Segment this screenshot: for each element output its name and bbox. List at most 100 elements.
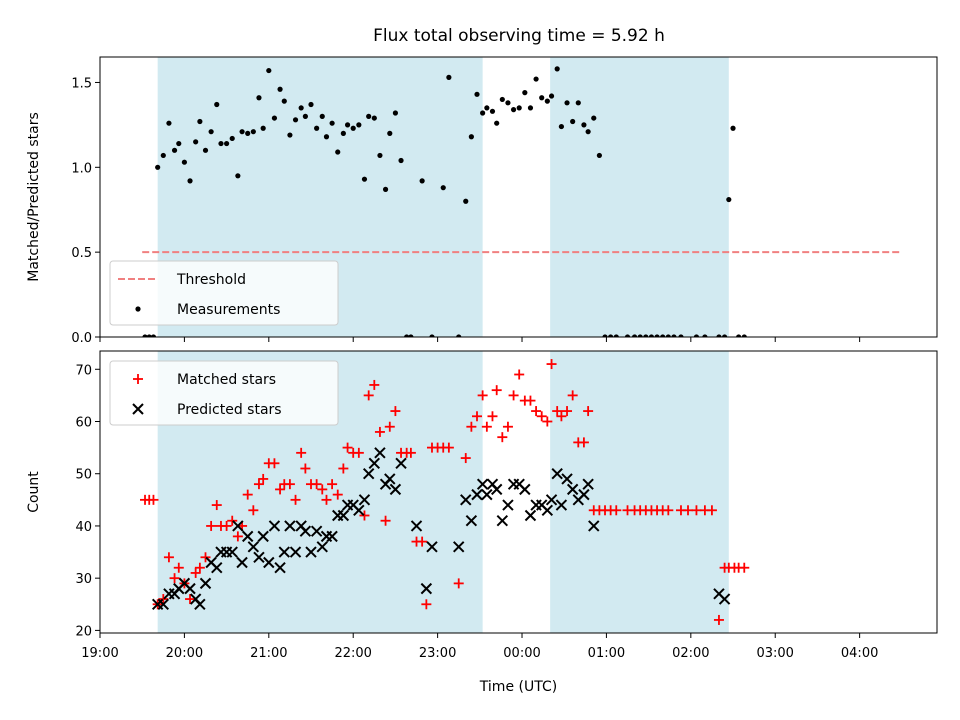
- y-tick-label: 20: [75, 624, 92, 639]
- predicted-star-point: [395, 457, 407, 469]
- predicted-star-point: [545, 494, 558, 506]
- measurement-point: [570, 118, 576, 125]
- matched-star-point: [487, 411, 498, 422]
- measurement-point: [474, 91, 480, 97]
- measurement-point: [398, 157, 404, 164]
- measurement-point: [344, 122, 351, 128]
- matched-star-point: [713, 614, 724, 625]
- measurement-point: [319, 113, 325, 119]
- predicted-star-stroke-b: [310, 525, 323, 537]
- matched-star-point: [258, 473, 269, 484]
- predicted-star-stroke-b: [232, 520, 244, 532]
- predicted-star-stroke-b: [410, 520, 423, 532]
- legend-box: [109, 360, 339, 426]
- matched-star-point: [269, 458, 280, 469]
- measurement-point: [554, 66, 560, 72]
- measurement-point: [581, 122, 587, 128]
- measurement-point: [631, 334, 638, 337]
- predicted-star-point: [465, 515, 478, 527]
- predicted-star-stroke-b: [241, 530, 254, 543]
- legend-label: Matched stars: [177, 372, 276, 388]
- matched-star-point: [481, 421, 492, 432]
- predicted-star-point: [519, 483, 531, 496]
- measurement-point: [484, 105, 490, 111]
- measurement-point: [256, 95, 262, 101]
- observing-span-2: [550, 57, 729, 337]
- predicted-star-point: [471, 488, 483, 501]
- predicted-star-stroke-b: [247, 541, 260, 553]
- predicted-star-stroke-b: [389, 483, 402, 496]
- predicted-star-point: [263, 556, 275, 569]
- measurement-point: [730, 125, 736, 131]
- matched-star-point: [242, 489, 253, 500]
- predicted-star-stroke-b: [257, 530, 269, 543]
- predicted-star-stroke-b: [460, 494, 472, 506]
- predicted-star-stroke-b: [268, 520, 281, 532]
- matched-star-point: [502, 421, 513, 432]
- predicted-star-point: [310, 525, 323, 537]
- measurement-point: [456, 334, 462, 337]
- predicted-star-stroke-b: [555, 499, 568, 511]
- measurement-point: [654, 334, 660, 337]
- matched-star-point: [190, 567, 201, 578]
- matched-star-point: [369, 379, 380, 390]
- matched-star-point: [169, 573, 180, 584]
- predicted-star-point: [389, 483, 402, 496]
- measurement-point: [142, 334, 148, 337]
- predicted-star-point: [194, 598, 206, 610]
- measurement-point: [239, 129, 245, 135]
- predicted-star-stroke-b: [541, 504, 554, 516]
- measurement-point: [202, 147, 209, 153]
- predicted-star-stroke-b: [358, 494, 371, 506]
- matched-star-point: [562, 406, 573, 417]
- predicted-star-stroke-b: [713, 588, 725, 600]
- predicted-star-point: [566, 483, 579, 496]
- measurement-point: [371, 115, 377, 121]
- measurement-point: [575, 100, 581, 106]
- measurement-point: [361, 176, 368, 182]
- measurement-point: [463, 198, 469, 204]
- measurement-point: [608, 334, 614, 337]
- measurement-point: [335, 149, 341, 155]
- predicted-star-point: [199, 577, 212, 590]
- matched-star-point: [300, 463, 311, 474]
- matched-star-point: [443, 442, 454, 453]
- predicted-star-point: [253, 551, 265, 563]
- y-tick-label: 30: [75, 572, 92, 587]
- predicted-star-point: [305, 546, 317, 558]
- matched-star-point: [275, 484, 286, 495]
- measurement-point: [224, 140, 230, 147]
- predicted-star-point: [476, 478, 489, 490]
- measurement-point: [314, 125, 320, 131]
- x-tick-label: 20:00: [166, 646, 203, 661]
- measurement-point: [702, 334, 708, 337]
- predicted-star-point: [236, 556, 248, 569]
- matched-star-point: [342, 442, 353, 453]
- measurement-point: [356, 122, 362, 128]
- measurement-point: [558, 123, 565, 130]
- predicted-star-point: [426, 541, 438, 553]
- matched-star-point: [514, 369, 525, 380]
- observing-span-2: [550, 351, 729, 633]
- predicted-star-stroke-b: [253, 551, 265, 563]
- measurement-point: [229, 135, 235, 142]
- matched-star-point: [611, 505, 622, 516]
- measurement-point: [510, 107, 517, 113]
- measurement-point: [323, 134, 330, 140]
- x-tick-label: 00:00: [503, 646, 540, 661]
- x-tick-label: 21:00: [250, 646, 287, 661]
- y-tick-label: 0.0: [71, 331, 92, 346]
- y-tick-label: 70: [75, 363, 92, 378]
- predicted-star-stroke-b: [236, 556, 248, 569]
- matched-star-point: [185, 594, 196, 605]
- predicted-star-stroke-b: [184, 582, 196, 595]
- matched-star-point: [290, 494, 301, 505]
- predicted-star-stroke-b: [566, 483, 579, 496]
- measurement-point: [419, 178, 425, 184]
- predicted-star-stroke-b: [211, 562, 223, 574]
- counts-panel: 20 30 40 50 60 70 19:00 20:00 21:00 22:00 23:00 00:…: [26, 350, 938, 695]
- legend-box: [109, 260, 339, 326]
- measurement-point: [665, 334, 671, 337]
- measurement-point: [197, 118, 203, 125]
